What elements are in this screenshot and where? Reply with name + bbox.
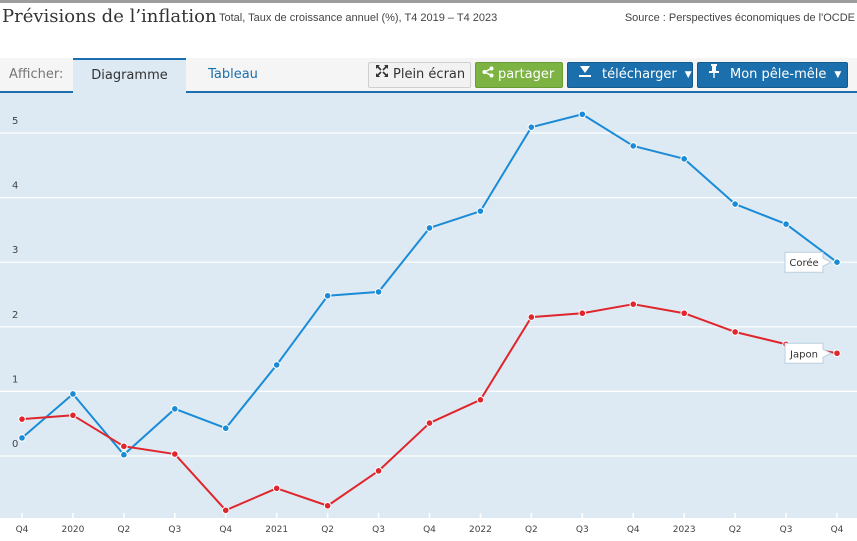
data-point[interactable] bbox=[833, 258, 841, 267]
series-end-label: Japon bbox=[784, 342, 833, 364]
data-point[interactable] bbox=[221, 424, 230, 433]
data-point[interactable] bbox=[476, 207, 485, 215]
data-point[interactable] bbox=[171, 405, 179, 413]
source-note: Source : Perspectives économiques de l'O… bbox=[624, 12, 855, 24]
gridlines bbox=[0, 132, 857, 457]
data-point[interactable] bbox=[69, 390, 77, 398]
series-coree bbox=[18, 110, 841, 459]
chart-title: Prévisions de l’inflation bbox=[2, 6, 217, 27]
data-point[interactable] bbox=[120, 442, 128, 451]
afficher-label: Afficher: bbox=[9, 67, 64, 82]
expand-icon bbox=[375, 63, 389, 87]
data-point[interactable] bbox=[578, 110, 587, 119]
x-tick-label: Q4 bbox=[423, 525, 436, 535]
data-point[interactable] bbox=[527, 313, 536, 321]
series-line bbox=[21, 113, 838, 456]
download-label: télécharger bbox=[602, 67, 677, 82]
download-caret-icon: ▼ bbox=[684, 70, 692, 80]
data-point[interactable] bbox=[374, 467, 383, 475]
view-toolbar: Afficher: Diagramme Tableau Plein écran … bbox=[0, 58, 857, 93]
chart-subtitle: Total, Taux de croissance annuel (%), T4… bbox=[219, 12, 498, 24]
tab-tableau[interactable]: Tableau bbox=[208, 67, 258, 82]
series-lines bbox=[18, 110, 841, 515]
plot-area bbox=[0, 93, 857, 518]
x-tick-label: 2020 bbox=[61, 525, 84, 535]
data-point[interactable] bbox=[731, 200, 739, 208]
y-tick-label: 2 bbox=[12, 310, 18, 321]
download-icon bbox=[578, 63, 592, 87]
data-point[interactable] bbox=[476, 395, 485, 404]
data-point[interactable] bbox=[323, 501, 332, 510]
x-tick-label: Q4 bbox=[627, 525, 640, 535]
fullscreen-label: Plein écran bbox=[393, 67, 466, 82]
y-tick-label: 3 bbox=[12, 245, 18, 256]
x-axis: Q4 2020 Q2 Q3 Q4 2021 Q2 Q3 Q4 2022 Q2 Q3 Q4 2023 Q2 Q3… bbox=[16, 513, 844, 535]
fullscreen-button[interactable]: Plein écran bbox=[368, 62, 471, 88]
x-tick-label: Q3 bbox=[780, 525, 793, 535]
download-button[interactable]: télécharger ▼ bbox=[567, 62, 693, 88]
y-tick-label: 1 bbox=[12, 374, 18, 385]
pin-caret-icon: ▼ bbox=[834, 70, 842, 80]
data-point[interactable] bbox=[272, 361, 281, 369]
x-tick-label: Q2 bbox=[729, 525, 742, 535]
data-point[interactable] bbox=[680, 155, 688, 163]
data-point[interactable] bbox=[374, 288, 383, 296]
x-tick-label: Q3 bbox=[168, 525, 181, 535]
pin-label: Mon pêle-mêle bbox=[730, 67, 827, 82]
x-tick-label: Q2 bbox=[117, 525, 130, 535]
x-tick-label: Q3 bbox=[372, 525, 385, 535]
pin-icon bbox=[708, 63, 720, 87]
x-tick-label: 2023 bbox=[673, 525, 696, 535]
data-point[interactable] bbox=[18, 434, 26, 442]
data-point[interactable] bbox=[833, 349, 841, 358]
data-point[interactable] bbox=[578, 309, 587, 318]
x-tick-label: Q2 bbox=[321, 525, 334, 535]
data-point[interactable] bbox=[69, 411, 77, 420]
data-point[interactable] bbox=[120, 450, 128, 459]
pin-button[interactable]: Mon pêle-mêle ▼ bbox=[697, 62, 848, 88]
x-tick-label: Q4 bbox=[831, 525, 844, 535]
x-tick-label: Q3 bbox=[576, 525, 589, 535]
data-point[interactable] bbox=[323, 291, 332, 300]
data-point[interactable] bbox=[782, 220, 790, 228]
data-point[interactable] bbox=[221, 506, 230, 515]
share-icon bbox=[482, 63, 494, 87]
data-point[interactable] bbox=[18, 415, 26, 423]
x-tick-label: 2022 bbox=[469, 525, 492, 535]
data-point[interactable] bbox=[629, 300, 638, 308]
data-point[interactable] bbox=[527, 123, 536, 131]
data-point[interactable] bbox=[272, 484, 281, 493]
series-japon bbox=[18, 300, 841, 515]
series-end-label: Corée bbox=[784, 251, 833, 273]
y-tick-label: 4 bbox=[12, 181, 18, 192]
x-tick-label: Q4 bbox=[16, 525, 29, 535]
header-rule bbox=[0, 0, 857, 3]
y-tick-label: 0 bbox=[12, 439, 18, 450]
y-axis-ticks: 0 1 2 3 4 5 bbox=[12, 116, 18, 450]
data-point[interactable] bbox=[171, 450, 179, 458]
series-labels: Corée Japon bbox=[784, 251, 833, 364]
share-button[interactable]: partager bbox=[475, 62, 563, 88]
x-tick-label: Q2 bbox=[525, 525, 538, 535]
data-point[interactable] bbox=[680, 309, 688, 318]
data-point[interactable] bbox=[425, 224, 434, 232]
data-point[interactable] bbox=[731, 328, 739, 336]
series-label-text: Japon bbox=[789, 349, 818, 360]
data-point[interactable] bbox=[629, 142, 638, 150]
y-tick-label: 5 bbox=[12, 116, 18, 127]
data-point[interactable] bbox=[425, 419, 434, 427]
share-label: partager bbox=[498, 67, 555, 82]
x-tick-label: 2021 bbox=[265, 525, 288, 535]
series-line bbox=[21, 303, 838, 512]
series-label-text: Corée bbox=[789, 257, 818, 269]
x-tick-label: Q4 bbox=[219, 525, 232, 535]
tab-diagramme[interactable]: Diagramme bbox=[73, 58, 186, 93]
